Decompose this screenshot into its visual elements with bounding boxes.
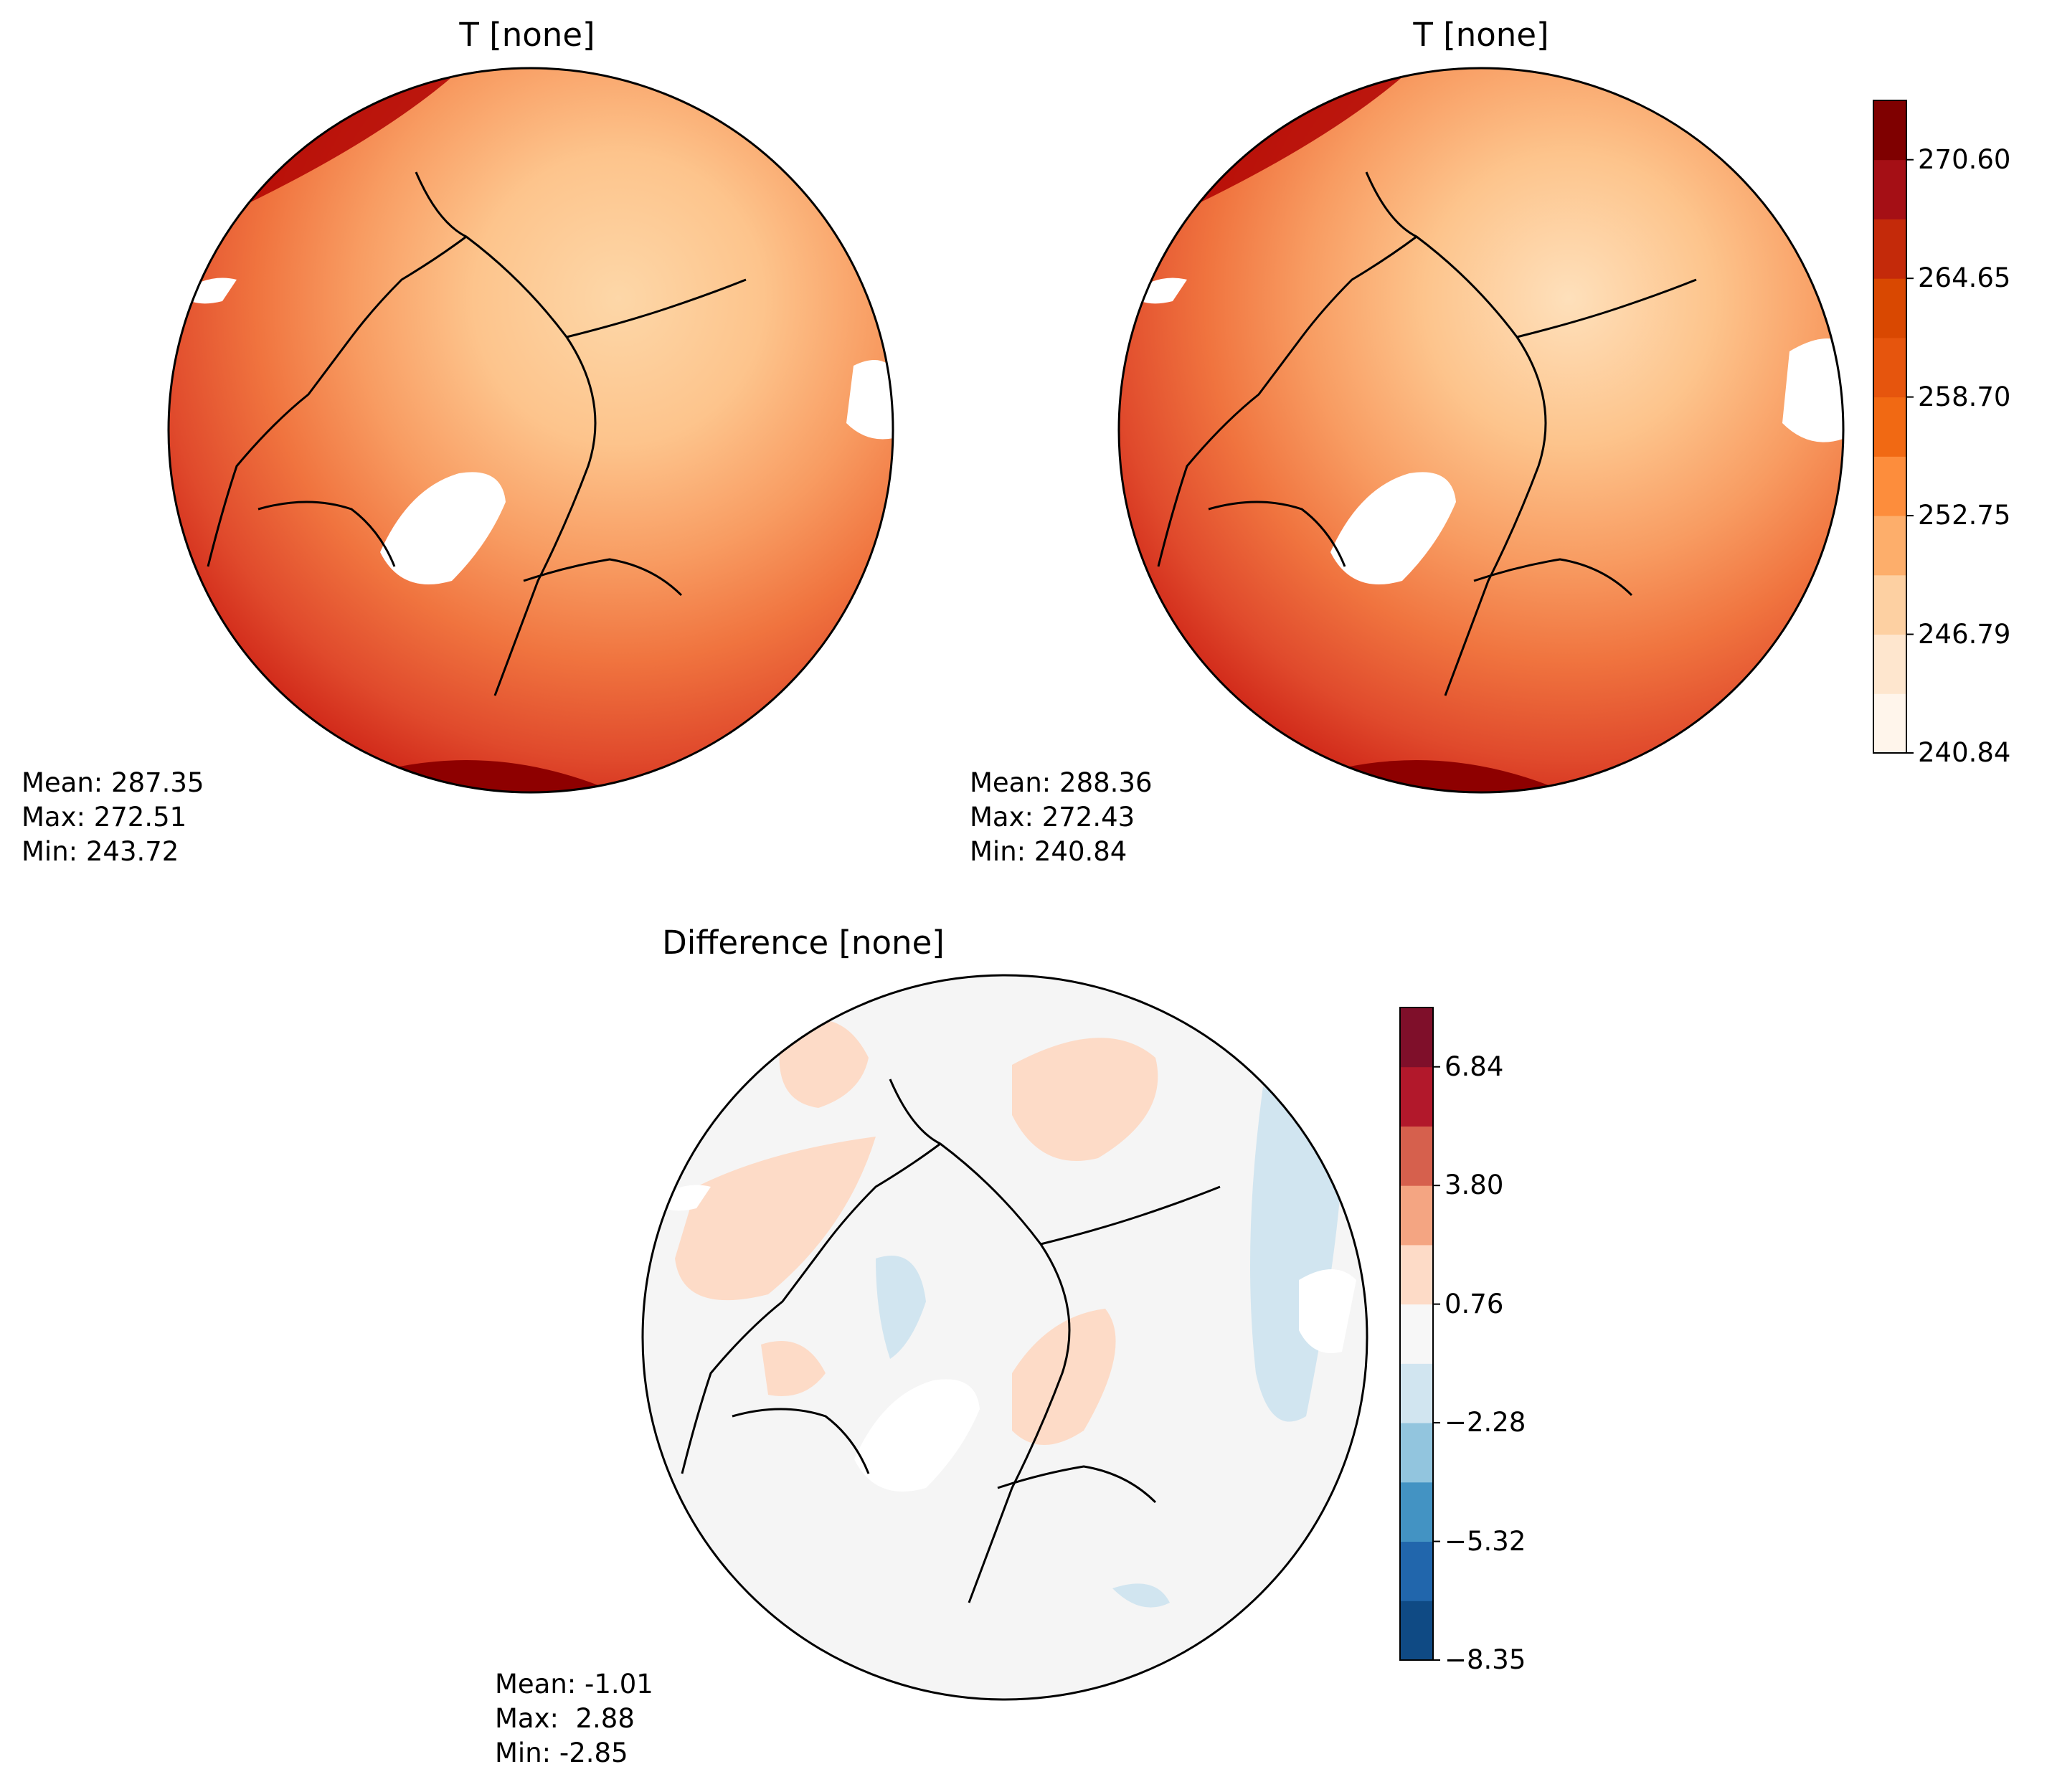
colorbar-tick-label: −2.28 [1445,1407,1526,1438]
contour-band [675,1137,876,1301]
colorbar-segment [1873,219,1906,279]
contour-band [761,1341,826,1396]
coastline [207,171,747,696]
colorbar-tick-label: 240.84 [1918,737,2011,768]
colorbar-frame [1399,1007,1434,1661]
contour-band [169,68,308,165]
colorbar-segment [1873,456,1906,516]
colorbar-segment [1873,100,1906,161]
stat-min: Min: -2.85 [495,1738,628,1768]
colorbar-segment [1873,634,1906,694]
colorbar-segment [1400,1601,1433,1661]
colorbar-segment [1873,159,1906,219]
stat-mean: Mean: -1.01 [495,1669,653,1699]
missing-white [1782,338,1843,442]
colorbar-tick-label: 6.84 [1445,1051,1504,1082]
colorbar-segment [1400,1066,1433,1127]
panel1-stats: Mean: 287.35 Max: 272.51 Min: 243.72 [22,766,204,869]
colorbar-segment [1400,1482,1433,1542]
colorbar-tick-label: 252.75 [1918,500,2011,531]
contour-band [1012,1038,1158,1161]
missing-white [846,360,893,440]
colorbar-tick-label: −8.35 [1445,1644,1526,1675]
colorbar-tick-label: −5.32 [1445,1525,1526,1557]
greenland-white [1330,472,1456,584]
contour-band [1119,68,1259,165]
colorbar-segment [1873,278,1906,338]
colorbar-segment [1400,1185,1433,1246]
panel1-title: T [none] [459,16,595,54]
contour-band [1112,1583,1170,1608]
contour-band [1012,1309,1116,1445]
contour-band [779,1019,869,1108]
colorbar-segment [1873,693,1906,754]
colorbar-segment [1400,1126,1433,1186]
colorbar-tick-label: 3.80 [1445,1170,1504,1201]
colorbar-tick-label: 246.79 [1918,618,2011,650]
colorbar-segment [1400,1363,1433,1423]
panel3-stats: Mean: -1.01 Max: 2.88 Min: -2.85 [495,1667,653,1770]
panel1-map [167,67,894,794]
stat-min: Min: 240.84 [970,836,1127,867]
missing-white [1299,1269,1356,1353]
colorbar-segment [1873,397,1906,457]
stat-max: Max: 2.88 [495,1703,635,1734]
colorbar-segment [1400,1541,1433,1601]
colorbar-segment [1400,1423,1433,1483]
colorbar-segment [1873,337,1906,398]
panel2-map [1117,67,1845,794]
panel2-title: T [none] [1413,16,1549,54]
colorbar-segment [1873,516,1906,576]
colorbar-frame [1873,100,1907,754]
stat-mean: Mean: 287.35 [22,767,204,798]
colorbar-segment [1873,574,1906,635]
colorbar-temperature [1873,100,1914,754]
colorbar-segment [1400,1304,1433,1364]
stat-max: Max: 272.43 [970,802,1135,833]
panel2-stats: Mean: 288.36 Max: 272.43 Min: 240.84 [970,766,1153,869]
stat-min: Min: 243.72 [22,836,179,867]
stat-max: Max: 272.51 [22,802,187,833]
greenland-white [380,472,506,584]
contour-band [876,1256,926,1359]
colorbar-tick-label: 0.76 [1445,1288,1504,1319]
colorbar-tick-label: 264.65 [1918,262,2011,294]
coastline [1157,171,1697,696]
colorbar-segment [1400,1008,1433,1068]
colorbar-segment [1400,1244,1433,1305]
panel3-map [641,974,1368,1701]
colorbar-tick-label: 258.70 [1918,381,2011,412]
colorbar-difference [1399,1007,1440,1661]
colorbar-tick-label: 270.60 [1918,143,2011,175]
stat-mean: Mean: 288.36 [970,767,1153,798]
panel3-title: Difference [none] [662,924,945,962]
greenland-white [854,1379,980,1492]
coastline [681,1078,1221,1603]
